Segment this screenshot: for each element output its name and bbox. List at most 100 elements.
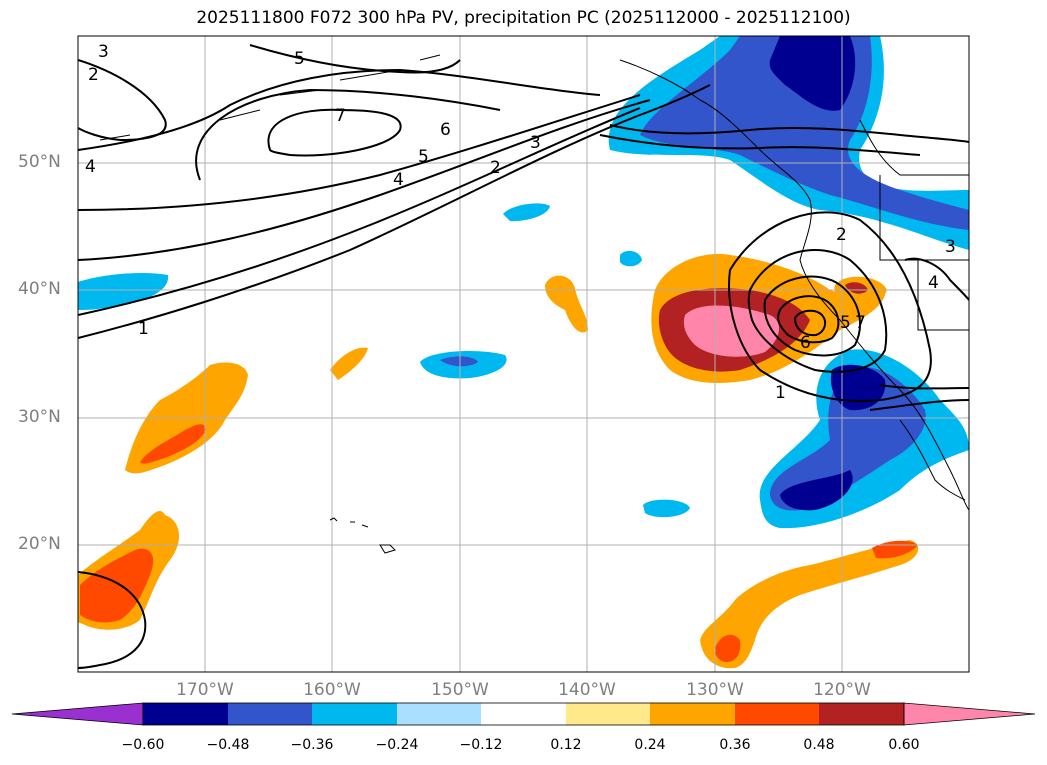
lon-label: 120°W bbox=[813, 680, 871, 700]
contour-label: 6 bbox=[440, 120, 451, 140]
orange-blob-small bbox=[330, 347, 368, 380]
contour-label: 2 bbox=[88, 65, 99, 85]
contour-label: 5 bbox=[418, 147, 429, 167]
orange-region-south bbox=[700, 540, 919, 669]
hawaii bbox=[329, 517, 396, 554]
contour-label: 7 bbox=[335, 106, 346, 126]
blue-blob-b bbox=[620, 250, 642, 267]
colorbar-bin bbox=[397, 703, 481, 725]
contour-label: 7 bbox=[855, 313, 866, 333]
red-region-south-a bbox=[714, 634, 741, 663]
pink-core bbox=[683, 305, 780, 357]
alaska-coast bbox=[619, 59, 969, 511]
colorbar-tick: 0.12 bbox=[550, 737, 582, 753]
contour-label: 5 bbox=[294, 49, 305, 69]
state-border-b bbox=[917, 260, 969, 331]
pv-contour-4-north bbox=[78, 94, 641, 211]
colorbar-tick: −0.36 bbox=[290, 737, 334, 753]
blue-region-west bbox=[78, 272, 169, 310]
pv-contour-north-top-2 bbox=[249, 44, 461, 74]
map-frame bbox=[77, 35, 970, 673]
colorbar-bin bbox=[143, 703, 228, 725]
pv-contour-east-2 bbox=[869, 399, 969, 411]
blue-region-north-core bbox=[769, 36, 856, 111]
pv-cutoff-5 bbox=[793, 309, 827, 337]
pv-contour-5-north bbox=[78, 68, 601, 151]
colorbar-tick: −0.60 bbox=[121, 737, 165, 753]
lat-label: 30°N bbox=[18, 407, 61, 427]
lat-label: 20°N bbox=[18, 534, 61, 554]
contour-label: 3 bbox=[530, 133, 541, 153]
red-blob-ne bbox=[845, 282, 868, 294]
colorbar-tick: 0.60 bbox=[888, 737, 920, 753]
lon-label: 150°W bbox=[431, 680, 489, 700]
pv-contour-east-3 bbox=[904, 257, 969, 301]
pv-contour-south bbox=[78, 571, 147, 669]
pv-cutoff-2 bbox=[747, 249, 888, 373]
pv-cutoff-3 bbox=[763, 275, 861, 357]
contour-label: 4 bbox=[393, 170, 404, 190]
pv-contours bbox=[78, 44, 969, 669]
blue-region-southeast-mid bbox=[770, 367, 926, 511]
blue-region-southeast-core bbox=[780, 470, 853, 511]
contour-labels: 1 1 2 2 2 3 3 3 4 4 4 5 5 5 6 6 7 7 bbox=[85, 42, 956, 403]
contour-label: 6 bbox=[800, 333, 811, 353]
lat-label: 40°N bbox=[18, 279, 61, 299]
contour-label: 3 bbox=[945, 237, 956, 257]
blue-core-central-small bbox=[440, 356, 478, 367]
lon-label: 160°W bbox=[303, 680, 361, 700]
contour-label: 2 bbox=[490, 158, 501, 178]
colorbar-bin bbox=[735, 703, 819, 725]
blue-core-central bbox=[830, 364, 886, 411]
colorbar bbox=[11, 702, 1036, 726]
pv-contour-2-north bbox=[78, 107, 641, 316]
contour-label: 1 bbox=[775, 383, 786, 403]
colorbar-under-arrow bbox=[11, 702, 144, 726]
gridlines bbox=[78, 36, 969, 672]
contour-label: 1 bbox=[138, 319, 149, 339]
lat-label: 50°N bbox=[18, 152, 61, 172]
contour-label: 4 bbox=[928, 273, 939, 293]
pv-contour-1-north bbox=[78, 84, 711, 339]
blue-region-north-mid bbox=[640, 36, 969, 230]
lon-label: 170°W bbox=[176, 680, 234, 700]
colorbar-tick: −0.24 bbox=[375, 737, 419, 753]
colorbar-tick: 0.36 bbox=[719, 737, 751, 753]
colorbar-tick: 0.48 bbox=[803, 737, 835, 753]
colorbar-over-arrow bbox=[903, 702, 1036, 726]
aleutians bbox=[99, 54, 441, 141]
colorbar-bin bbox=[312, 703, 397, 725]
pv-contour-trough-1 bbox=[609, 124, 969, 143]
map-title: 2025111800 F072 300 hPa PV, precipitatio… bbox=[196, 8, 851, 28]
colorbar-bin bbox=[819, 703, 904, 725]
pv-contour-east-1 bbox=[879, 384, 969, 390]
contour-label: 4 bbox=[85, 157, 96, 177]
pv-contour-north-top bbox=[78, 59, 167, 142]
map-area: 1 1 2 2 2 3 3 3 4 4 4 5 5 5 6 6 7 7 bbox=[78, 36, 969, 672]
coastlines bbox=[99, 54, 969, 554]
colorbar-tick: 0.24 bbox=[634, 737, 666, 753]
baja-coast bbox=[899, 419, 966, 501]
state-border-a bbox=[879, 175, 969, 261]
pv-contour-3-north bbox=[78, 99, 651, 261]
pv-contour-7-north bbox=[267, 108, 402, 157]
contour-label: 2 bbox=[836, 225, 847, 245]
colorbar-bin bbox=[650, 703, 735, 725]
colorbar-bin bbox=[228, 703, 312, 725]
pv-contour-6-north bbox=[195, 88, 501, 181]
blue-blob-c bbox=[643, 499, 690, 518]
pv-contour-trough-2 bbox=[599, 134, 921, 156]
red-region-west-b bbox=[80, 548, 154, 623]
colorbar-bin bbox=[566, 703, 650, 725]
blue-blob-a bbox=[503, 203, 550, 222]
contour-label: 5 bbox=[840, 313, 851, 333]
contour-label: 3 bbox=[98, 42, 109, 62]
lon-label: 130°W bbox=[686, 680, 744, 700]
colorbar-tick: −0.12 bbox=[459, 737, 503, 753]
pv-cutoff-4 bbox=[777, 295, 840, 344]
colorbar-tick: −0.48 bbox=[206, 737, 250, 753]
colorbar-bin bbox=[481, 703, 566, 725]
pv-cutoff-1 bbox=[728, 211, 932, 402]
red-region-west-a bbox=[140, 424, 206, 464]
